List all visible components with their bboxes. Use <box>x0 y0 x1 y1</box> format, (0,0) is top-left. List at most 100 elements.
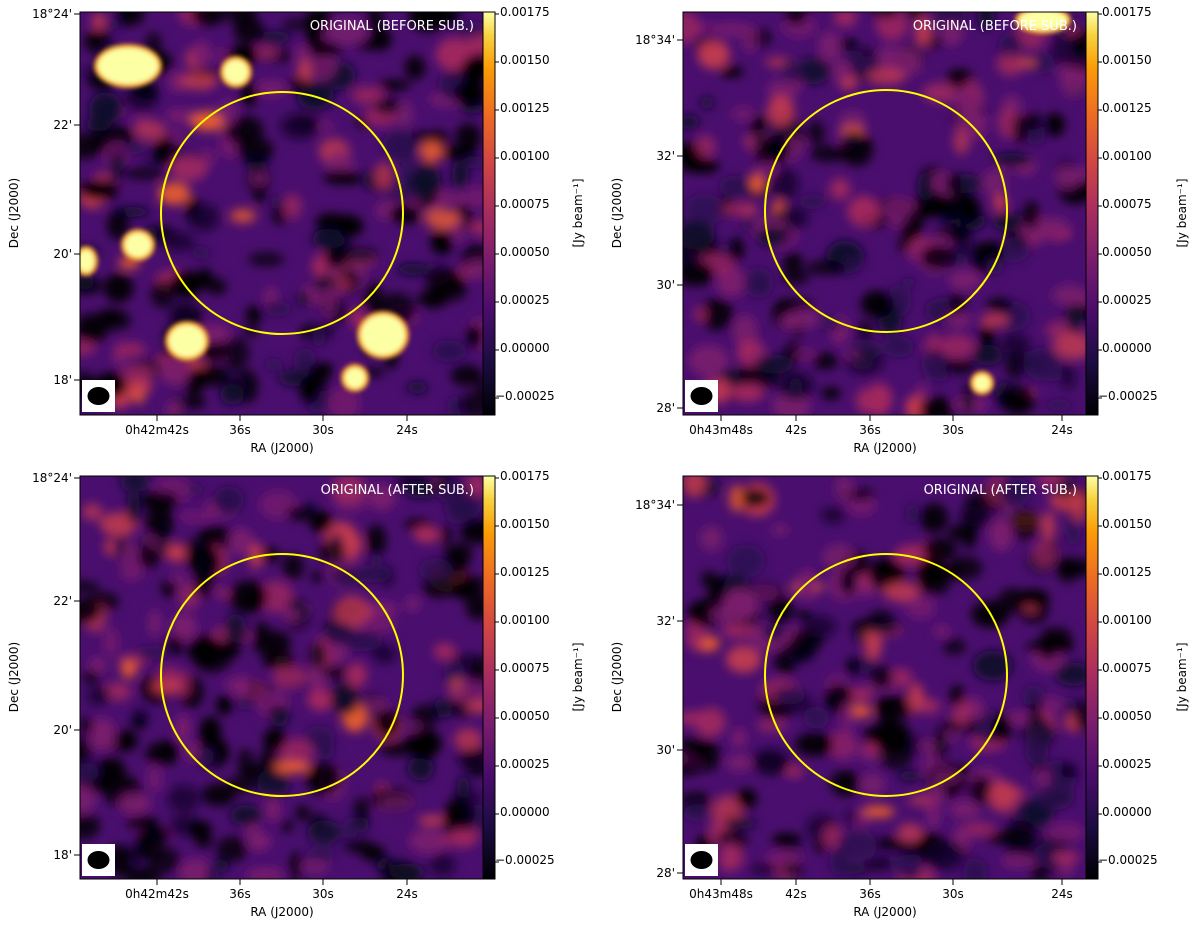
noise-blob <box>283 193 302 219</box>
noise-blob <box>846 657 860 677</box>
noise-blob <box>355 39 389 50</box>
noise-blob <box>836 829 877 860</box>
noise-blob <box>902 57 922 76</box>
noise-blob <box>1005 820 1037 851</box>
noise-blob <box>1052 332 1086 360</box>
noise-blob <box>311 228 347 249</box>
noise-blob <box>343 171 361 185</box>
noise-blob <box>693 307 707 322</box>
noise-blob <box>148 609 161 637</box>
noise-blob <box>106 18 121 30</box>
noise-blob <box>918 698 941 714</box>
noise-blob <box>784 764 804 778</box>
noise-blob <box>992 153 1033 167</box>
noise-blob <box>303 725 336 751</box>
noise-blob <box>993 192 1007 213</box>
noise-blob <box>414 526 439 540</box>
noise-blob <box>181 395 207 409</box>
panel-1-x-ticks <box>720 415 1063 421</box>
noise-blob <box>732 314 758 349</box>
noise-blob <box>470 220 483 236</box>
panel-0-colorbar <box>482 11 496 416</box>
noise-blob <box>333 595 371 630</box>
panel-3-colorbar-tick-label: 0.00025 <box>1102 757 1152 771</box>
noise-blob <box>1012 114 1028 144</box>
noise-blob <box>1034 721 1055 747</box>
noise-blob <box>988 780 1018 813</box>
noise-blob <box>296 605 312 626</box>
noise-blob <box>797 569 817 601</box>
panel-0-y-tick-label: 18' <box>53 373 72 387</box>
noise-blob <box>723 588 756 621</box>
noise-blob <box>124 167 164 180</box>
noise-blob <box>122 12 145 26</box>
noise-blob <box>405 729 442 759</box>
noise-blob <box>1025 641 1054 653</box>
noise-blob <box>388 204 422 224</box>
noise-blob <box>947 170 961 200</box>
noise-blob <box>916 557 948 584</box>
noise-blob <box>338 213 356 237</box>
noise-blob <box>388 863 425 879</box>
noise-blob <box>285 506 314 521</box>
noise-blob <box>836 39 859 50</box>
noise-blob <box>450 541 473 566</box>
noise-blob <box>382 130 420 161</box>
noise-blob <box>301 859 329 874</box>
noise-blob <box>847 195 881 228</box>
noise-blob <box>169 129 184 143</box>
bright-source <box>361 315 405 355</box>
panel-1-colorbar-tick-label: 0.00000 <box>1102 341 1152 355</box>
panel-3-y-tick-label: 28' <box>656 866 675 880</box>
noise-blob <box>897 823 923 842</box>
noise-blob <box>205 863 220 879</box>
noise-blob <box>194 832 213 849</box>
noise-blob <box>839 568 857 596</box>
noise-blob <box>138 545 158 569</box>
noise-blob <box>370 552 383 564</box>
noise-blob <box>842 349 862 360</box>
noise-blob <box>986 298 1013 312</box>
panel-3-label: ORIGINAL (AFTER SUB.) <box>924 483 1077 498</box>
noise-blob <box>272 665 307 689</box>
noise-blob <box>781 269 810 285</box>
noise-blob <box>756 719 788 732</box>
noise-blob <box>925 839 965 871</box>
noise-blob <box>307 820 342 845</box>
panel-0-colorbar-tick-label: 0.00175 <box>500 5 550 19</box>
noise-blob <box>821 387 841 400</box>
panel-2-colorbar-tick-label: 0.00175 <box>500 469 550 483</box>
noise-blob <box>310 571 324 582</box>
noise-blob <box>331 566 364 587</box>
noise-blob <box>466 259 483 279</box>
noise-blob <box>914 15 933 48</box>
noise-blob <box>683 12 701 44</box>
noise-blob <box>346 662 367 688</box>
noise-blob <box>293 348 316 372</box>
noise-blob <box>158 182 191 205</box>
noise-blob <box>169 271 203 298</box>
noise-blob <box>215 857 229 872</box>
noise-blob <box>161 579 177 598</box>
noise-blob <box>305 847 336 862</box>
noise-blob <box>696 707 726 737</box>
noise-blob <box>979 314 1010 327</box>
noise-blob <box>1031 864 1049 879</box>
noise-blob <box>809 145 848 163</box>
noise-blob <box>840 700 855 732</box>
noise-blob <box>228 580 268 614</box>
noise-blob <box>343 839 374 853</box>
noise-blob <box>875 12 908 41</box>
panel-2-x-ticks <box>156 879 408 885</box>
bright-source <box>974 375 990 391</box>
panel-1-label: ORIGINAL (BEFORE SUB.) <box>913 19 1077 34</box>
noise-blob <box>462 156 483 169</box>
noise-blob <box>347 246 379 262</box>
noise-blob <box>854 811 868 830</box>
noise-blob <box>922 83 958 103</box>
noise-blob <box>822 544 856 571</box>
noise-blob <box>146 763 163 793</box>
noise-blob <box>720 843 744 871</box>
noise-blob <box>771 524 789 536</box>
